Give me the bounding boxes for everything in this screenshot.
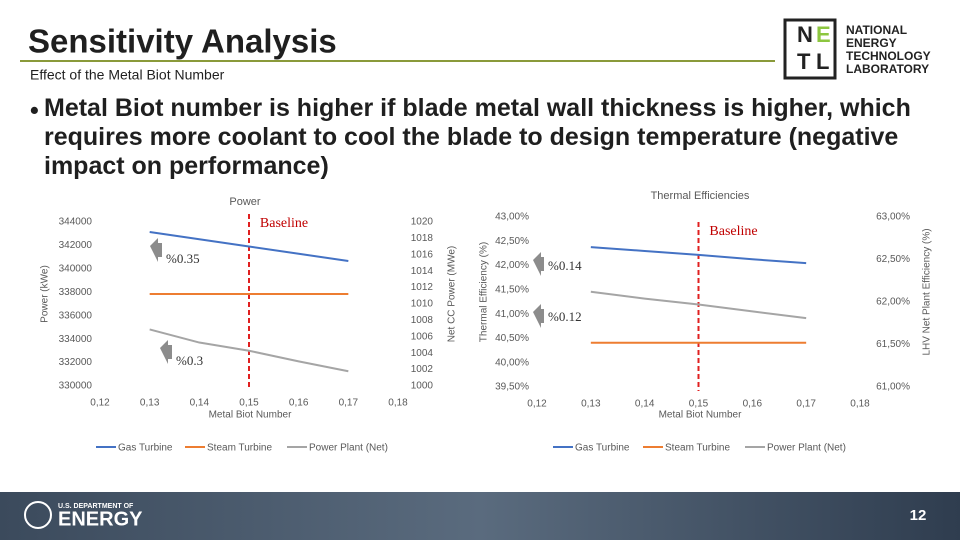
x-axis-label: Metal Biot Number xyxy=(659,410,742,421)
series-line xyxy=(149,230,349,262)
logo-text: ENERGY xyxy=(846,36,897,50)
annotation-arrow xyxy=(533,304,544,328)
logo-letter: E xyxy=(816,22,831,47)
annotation-arrow xyxy=(150,238,162,262)
baseline-label: Baseline xyxy=(709,224,757,239)
y2-tick-label: 62,50% xyxy=(876,254,910,265)
annotation-arrow xyxy=(533,252,544,276)
baseline-label: Baseline xyxy=(260,216,308,231)
y2-axis-label: Net CC Power (MWe) xyxy=(447,246,458,343)
netl-logo: N E T L NATIONAL ENERGY TECHNOLOGY LABOR… xyxy=(783,18,931,80)
y-tick-label: 332000 xyxy=(59,357,93,368)
y-tick-label: 43,00% xyxy=(495,212,529,223)
y2-tick-label: 1006 xyxy=(411,331,434,342)
legend-label: Steam Turbine xyxy=(665,443,730,454)
x-tick-label: 0,16 xyxy=(743,399,763,410)
y-tick-label: 330000 xyxy=(59,381,93,392)
y2-tick-label: 63,00% xyxy=(876,212,910,223)
y-tick-label: 42,50% xyxy=(495,236,529,247)
annotation: %0.14 xyxy=(548,258,582,273)
y2-tick-label: 1012 xyxy=(411,282,434,293)
x-tick-label: 0,17 xyxy=(339,398,359,409)
y2-tick-label: 1010 xyxy=(411,299,434,310)
legend-label: Power Plant (Net) xyxy=(309,443,388,454)
footer-agency: U.S. DEPARTMENT OF xyxy=(58,503,134,510)
y2-tick-label: 62,00% xyxy=(876,297,910,308)
y-tick-label: 42,00% xyxy=(495,260,529,271)
x-tick-label: 0,14 xyxy=(190,398,210,409)
x-tick-label: 0,18 xyxy=(388,398,408,409)
y-tick-label: 41,50% xyxy=(495,284,529,295)
legend-label: Power Plant (Net) xyxy=(767,443,846,454)
page-number: 12 xyxy=(910,507,927,524)
y-tick-label: 340000 xyxy=(59,263,93,274)
y2-tick-label: 61,00% xyxy=(876,382,910,393)
logo-letter: L xyxy=(816,49,829,74)
x-tick-label: 0,14 xyxy=(635,399,655,410)
y-tick-label: 344000 xyxy=(59,217,93,228)
y-axis-label: Thermal Efficiency (%) xyxy=(479,242,490,342)
y2-tick-label: 1020 xyxy=(411,217,434,228)
y2-tick-label: 1000 xyxy=(411,381,434,392)
x-axis-label: Metal Biot Number xyxy=(209,410,292,421)
footer-band xyxy=(0,492,960,540)
x-tick-label: 0,15 xyxy=(689,399,709,410)
chart-title: Thermal Efficiencies xyxy=(651,190,750,202)
bullet-dot: • xyxy=(30,97,39,125)
x-tick-label: 0,15 xyxy=(239,398,259,409)
series-line xyxy=(590,290,807,320)
logo-letter: N xyxy=(797,22,813,47)
annotation: %0.35 xyxy=(166,251,200,266)
y-tick-label: 40,50% xyxy=(495,333,529,344)
y-tick-label: 40,00% xyxy=(495,357,529,368)
logo-text: NATIONAL xyxy=(846,23,907,37)
series-line xyxy=(590,246,807,265)
y-tick-label: 338000 xyxy=(59,287,93,298)
y-tick-label: 342000 xyxy=(59,240,93,251)
slide-subtitle: Effect of the Metal Biot Number xyxy=(30,67,225,83)
y2-tick-label: 1004 xyxy=(411,348,434,359)
chart-title: Power xyxy=(229,196,261,208)
bullet-box: Metal Biot number is higher if blade met… xyxy=(44,94,911,180)
logo-letter: T xyxy=(797,49,811,74)
legend-label: Gas Turbine xyxy=(118,443,173,454)
bullet-text: Metal Biot number is higher if blade met… xyxy=(44,94,911,180)
y-tick-label: 334000 xyxy=(59,334,93,345)
y2-tick-label: 1002 xyxy=(411,364,434,375)
y2-axis-label: LHV Net Plant Efficiency (%) xyxy=(922,228,933,355)
series-line xyxy=(149,328,349,373)
x-tick-label: 0,13 xyxy=(140,398,160,409)
y2-tick-label: 1016 xyxy=(411,249,434,260)
y-tick-label: 39,50% xyxy=(495,382,529,393)
doe-seal xyxy=(24,501,52,529)
x-tick-label: 0,12 xyxy=(90,398,110,409)
logo-text: LABORATORY xyxy=(846,62,929,76)
y-tick-label: 41,00% xyxy=(495,309,529,320)
y-axis-label: Power (kWe) xyxy=(40,265,51,323)
y2-tick-label: 1018 xyxy=(411,233,434,244)
logo-text: TECHNOLOGY xyxy=(846,49,931,63)
annotation-arrow xyxy=(160,340,172,364)
annotation: %0.3 xyxy=(176,353,203,368)
x-tick-label: 0,18 xyxy=(850,399,870,410)
y2-tick-label: 61,50% xyxy=(876,339,910,350)
x-tick-label: 0,13 xyxy=(581,399,601,410)
legend-label: Steam Turbine xyxy=(207,443,272,454)
y2-tick-label: 1014 xyxy=(411,266,434,277)
y-tick-label: 336000 xyxy=(59,310,93,321)
y2-tick-label: 1008 xyxy=(411,315,434,326)
x-tick-label: 0,17 xyxy=(796,399,816,410)
legend-label: Gas Turbine xyxy=(575,443,630,454)
footer-agency-large: ENERGY xyxy=(58,508,143,530)
logo-frame xyxy=(783,18,837,80)
annotation: %0.12 xyxy=(548,309,582,324)
x-tick-label: 0,16 xyxy=(289,398,309,409)
x-tick-label: 0,12 xyxy=(527,399,547,410)
slide-title: Sensitivity Analysis xyxy=(28,23,337,60)
